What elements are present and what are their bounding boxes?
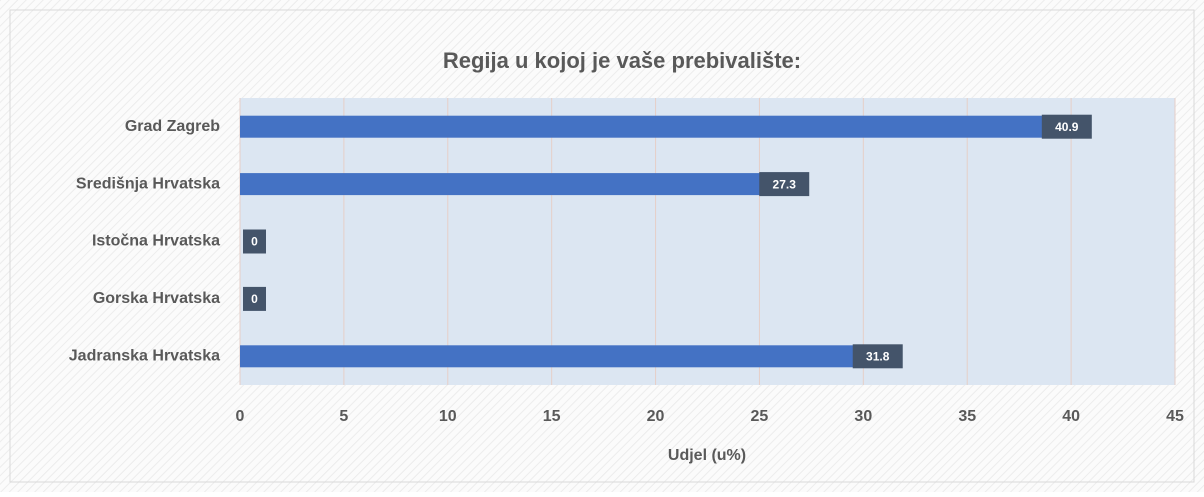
x-tick-label: 15 — [543, 408, 561, 425]
data-label-box — [243, 229, 266, 254]
x-tick-label: 25 — [751, 408, 769, 425]
x-tick-label: 35 — [958, 408, 976, 425]
chart-border — [9, 9, 1195, 483]
x-tick-label: 20 — [647, 408, 665, 425]
y-tick-label: Središnja Hrvatska — [76, 175, 220, 192]
x-tick-label: 5 — [339, 408, 348, 425]
bar — [240, 115, 1090, 138]
data-label-box — [243, 286, 266, 311]
y-tick-label: Gorska Hrvatska — [93, 290, 220, 307]
chart-title: Regija u kojoj je vaše prebivalište: — [443, 48, 801, 73]
y-tick-label: Istočna Hrvatska — [92, 233, 220, 250]
plot-area — [240, 98, 1175, 385]
x-tick-label: 45 — [1166, 408, 1184, 425]
data-label: 27.3 — [773, 177, 797, 191]
data-label-box — [759, 172, 810, 197]
bar — [240, 173, 808, 196]
data-label: 0 — [251, 292, 258, 306]
data-label: 31.8 — [866, 349, 890, 363]
data-label: 40.9 — [1055, 120, 1079, 134]
data-label: 0 — [251, 235, 258, 249]
data-label-box — [1041, 114, 1092, 139]
bar — [240, 345, 901, 368]
y-tick-label: Grad Zagreb — [125, 118, 220, 135]
x-tick-label: 10 — [439, 408, 457, 425]
x-tick-label: 40 — [1062, 408, 1080, 425]
x-tick-label: 30 — [854, 408, 872, 425]
y-tick-label: Jadranska Hrvatska — [69, 348, 220, 365]
x-axis-title: Udjel (u%) — [668, 447, 746, 464]
x-tick-label: 0 — [236, 408, 245, 425]
data-label-box — [852, 344, 903, 369]
